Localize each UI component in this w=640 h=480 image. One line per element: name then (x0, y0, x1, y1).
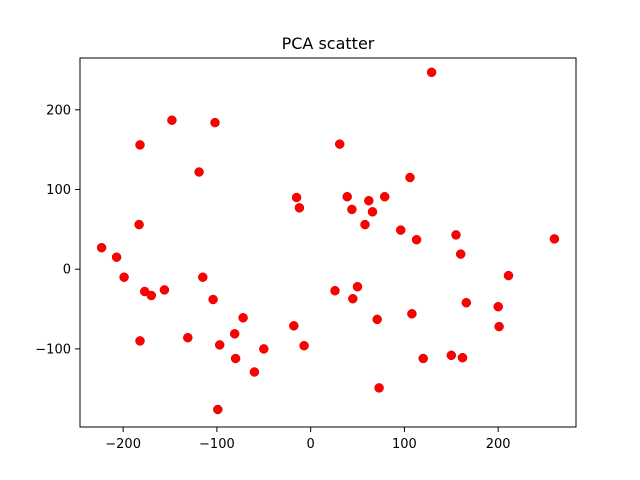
data-point-3 (134, 219, 144, 230)
data-point-35 (372, 314, 382, 325)
data-point-15 (213, 404, 223, 415)
data-point-20 (249, 367, 260, 377)
x-tick-label: −200 (105, 437, 141, 452)
data-point-1 (111, 252, 122, 262)
data-point-5 (135, 336, 145, 346)
data-point-18 (230, 353, 241, 364)
x-tick-label: 0 (307, 437, 315, 452)
data-point-49 (494, 321, 504, 332)
data-point-47 (461, 297, 472, 308)
x-tick-label: −100 (199, 437, 235, 452)
data-point-19 (238, 313, 248, 323)
plot-frame (79, 57, 577, 428)
data-point-21 (259, 344, 269, 354)
data-point-0 (96, 242, 107, 253)
data-point-46 (457, 352, 468, 363)
data-point-11 (194, 167, 204, 177)
data-point-14 (210, 117, 220, 128)
data-point-51 (549, 234, 560, 244)
data-points (96, 67, 560, 415)
data-point-41 (411, 234, 422, 245)
x-axis-ticks: −200 −100 0 100 200 (105, 427, 511, 452)
data-point-12 (198, 272, 208, 282)
data-point-34 (367, 207, 378, 217)
data-point-50 (503, 270, 514, 281)
data-point-27 (334, 139, 345, 149)
data-point-30 (348, 293, 358, 304)
data-point-43 (446, 350, 457, 361)
data-point-24 (294, 203, 305, 213)
data-point-9 (167, 115, 177, 125)
y-tick-label: 100 (46, 183, 71, 198)
data-point-13 (208, 294, 218, 305)
data-point-39 (405, 172, 415, 183)
x-tick-label: 200 (486, 437, 511, 452)
plot-area (80, 58, 576, 427)
data-point-2 (119, 272, 129, 282)
data-point-38 (395, 225, 406, 235)
data-point-10 (183, 332, 193, 343)
data-point-17 (229, 329, 240, 339)
data-point-40 (407, 309, 417, 319)
data-point-31 (352, 281, 363, 292)
y-tick-label: −100 (35, 342, 71, 357)
data-point-26 (330, 285, 340, 296)
data-point-29 (347, 204, 357, 215)
chart-title: PCA scatter (282, 34, 375, 53)
y-axis-ticks: −100 0 100 200 (35, 103, 80, 357)
data-point-32 (360, 219, 370, 230)
data-point-23 (291, 192, 302, 203)
data-point-22 (289, 321, 299, 331)
data-point-25 (299, 340, 309, 351)
y-tick-label: 200 (46, 103, 71, 118)
data-point-48 (493, 301, 503, 312)
data-point-8 (159, 285, 170, 295)
data-point-45 (455, 249, 466, 259)
data-point-36 (374, 383, 384, 393)
data-point-28 (342, 191, 352, 202)
x-tick-label: 100 (392, 437, 417, 452)
data-point-52 (426, 67, 437, 78)
data-point-7 (146, 290, 157, 301)
y-tick-label: 0 (63, 263, 71, 278)
data-point-42 (418, 353, 428, 364)
data-point-44 (451, 230, 461, 240)
data-point-16 (214, 340, 225, 350)
data-point-33 (364, 195, 374, 206)
data-point-4 (135, 140, 145, 150)
data-point-37 (379, 191, 390, 202)
